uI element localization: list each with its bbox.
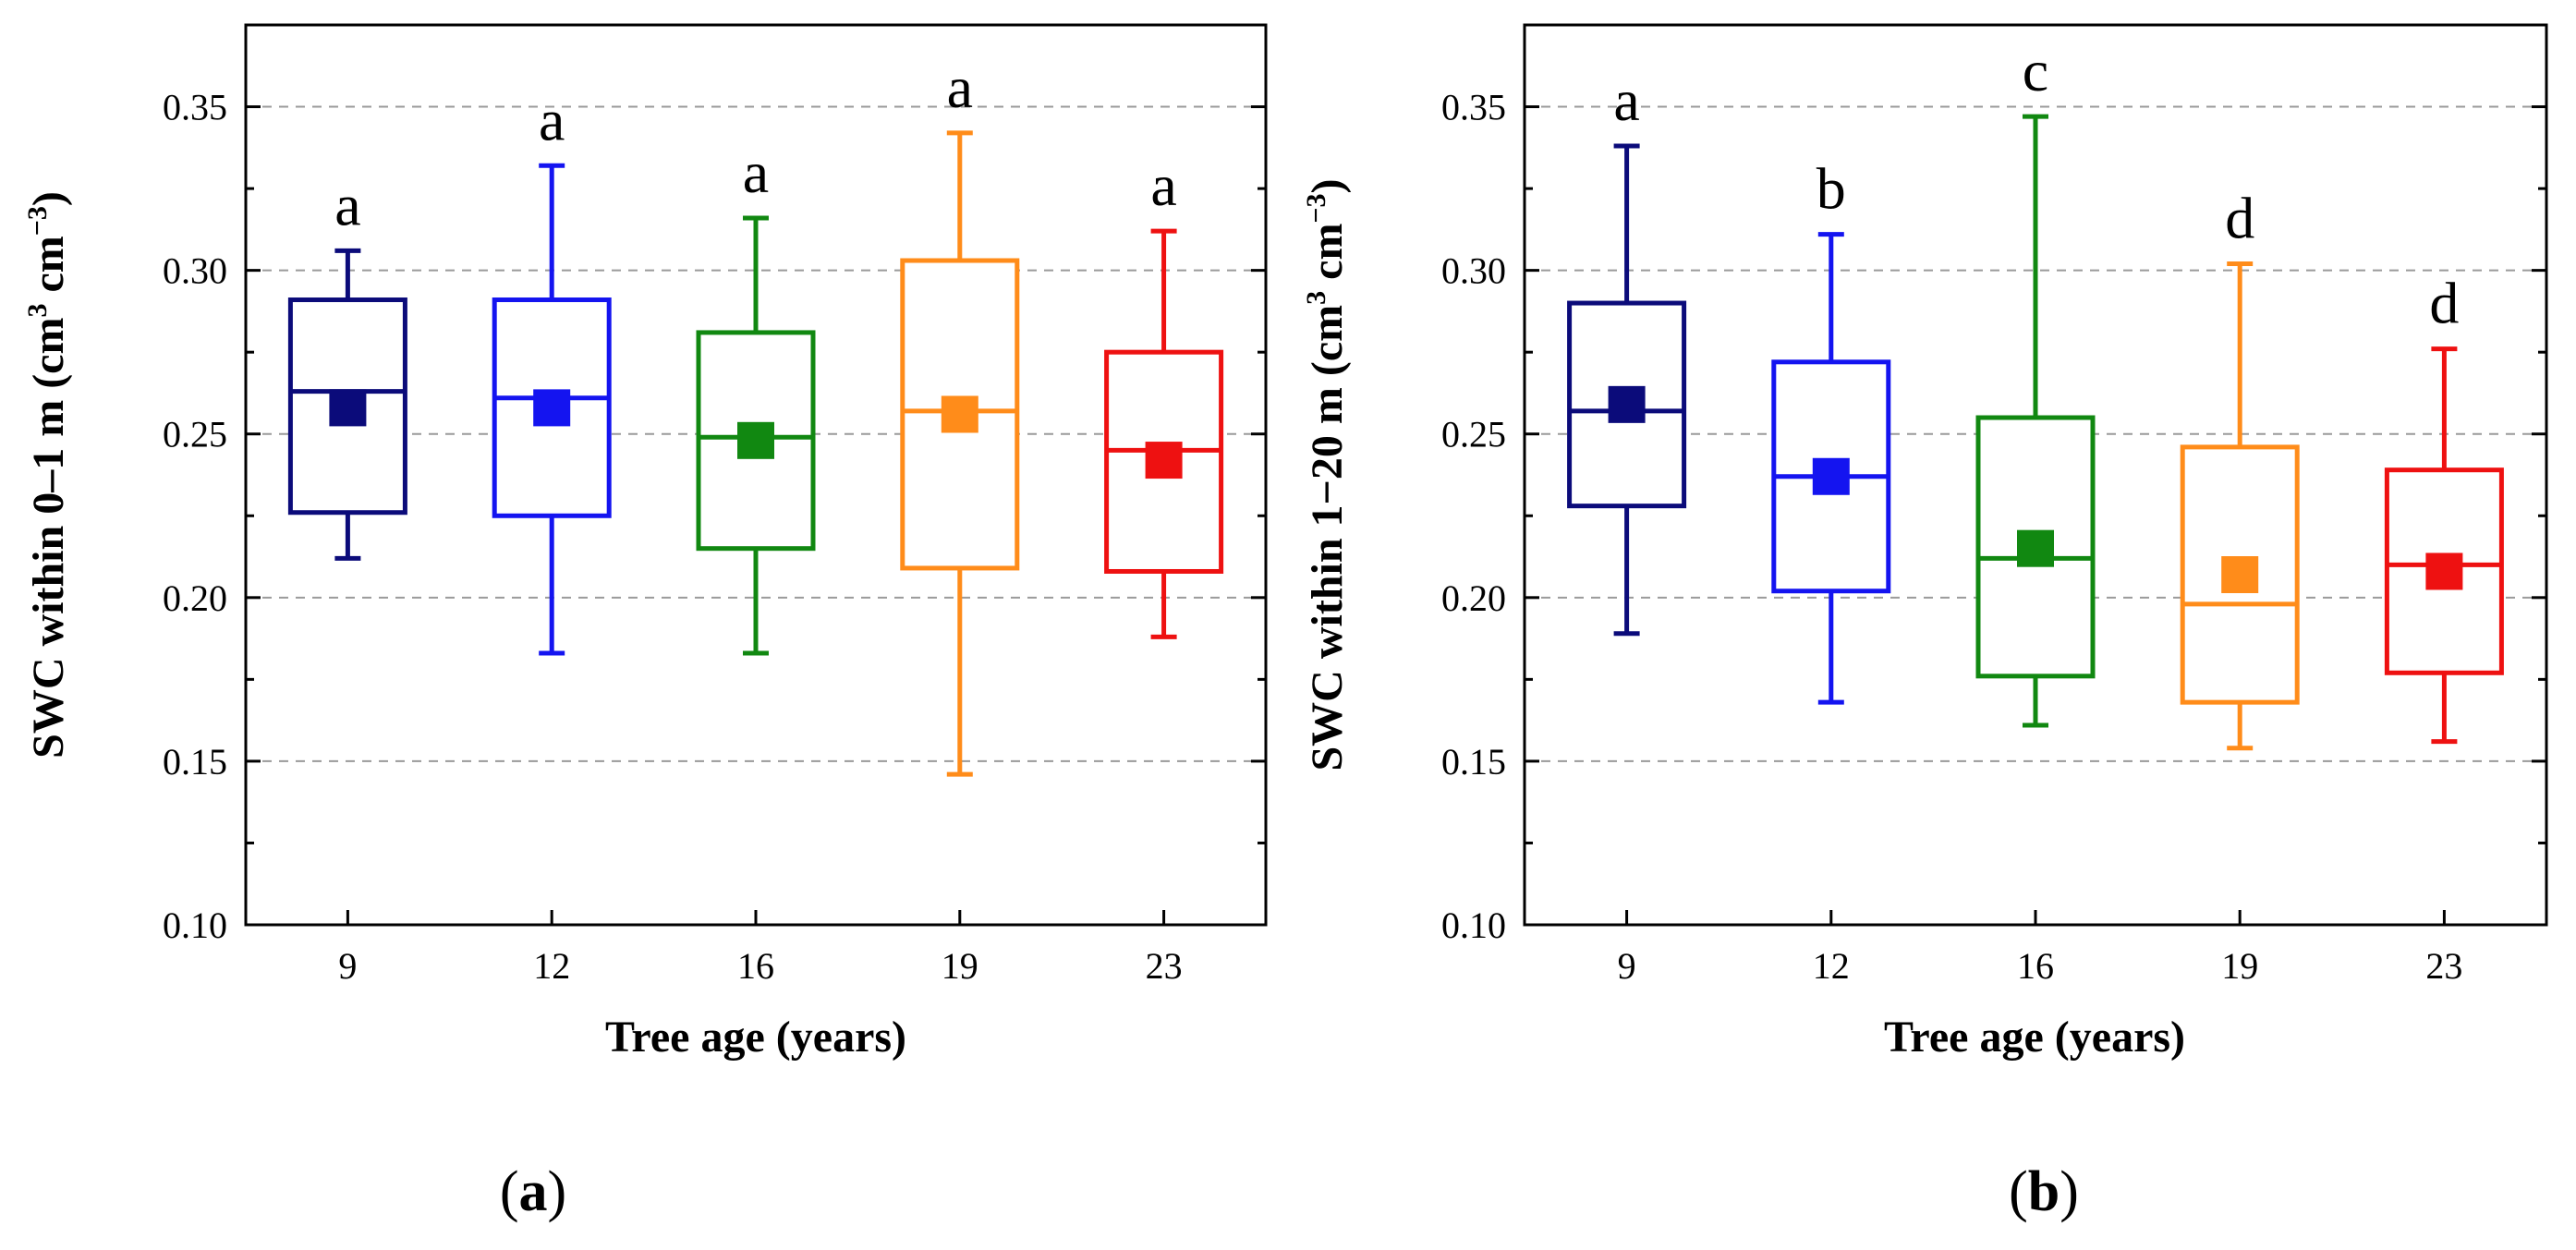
panel-label-close: ) <box>548 1160 567 1223</box>
mean-marker <box>2017 529 2054 567</box>
x-axis-label: Tree age (years) <box>1884 1013 2185 1062</box>
mean-marker <box>1608 385 1646 423</box>
panel-label: (b) <box>2009 1160 2079 1223</box>
panel-label-letter: a <box>519 1160 548 1223</box>
box-16: a <box>696 140 816 656</box>
mean-marker <box>2425 552 2463 590</box>
panel-label-open: ( <box>500 1160 519 1223</box>
x-tick-label: 9 <box>338 945 357 987</box>
y-tick-label: 0.10 <box>163 904 227 946</box>
iqr-box <box>2180 444 2300 705</box>
y-axis-label: SWC within 0–1 m (cm3 cm−3) <box>22 191 73 758</box>
y-axis-label: SWC within 1−20 m (cm3 cm−3) <box>1301 178 1352 771</box>
significance-letter: a <box>743 140 769 205</box>
significance-letter: a <box>334 172 360 237</box>
y-tick-label: 0.20 <box>1441 577 1506 619</box>
y-tick-label: 0.25 <box>1441 414 1506 455</box>
mean-marker <box>1145 442 1183 479</box>
y-tick-label: 0.15 <box>163 741 227 783</box>
y-axis-label-ylabel-sup1: 3 <box>22 304 53 318</box>
significance-letter: d <box>2429 271 2459 336</box>
y-axis-label-ylabel-sup1: 3 <box>1301 291 1331 305</box>
box-9: a <box>1567 67 1687 637</box>
panel-label-close: ) <box>2060 1160 2079 1223</box>
panel-label: (a) <box>500 1160 566 1223</box>
y-axis-label-ylabel-main: SWC within 1−20 m (cm <box>1303 305 1352 771</box>
box-9: a <box>287 172 407 561</box>
significance-letter: a <box>539 87 565 152</box>
y-tick-label: 0.30 <box>1441 250 1506 292</box>
y-tick-label: 0.20 <box>163 577 227 619</box>
panel-b: 0.10 0.15 0.20 0.25 0.30 0.35 9 12 16 19 23 a b c d d SW… <box>1301 23 2548 1223</box>
box-16: c <box>1975 38 2096 728</box>
box-12: a <box>492 87 612 656</box>
iqr-box <box>696 330 816 552</box>
y-axis-label-ylabel-sup2: −3 <box>1301 193 1331 223</box>
iqr-box <box>1975 415 2096 679</box>
y-tick-label: 0.35 <box>1441 87 1506 128</box>
box-12: b <box>1771 156 1891 705</box>
x-tick-label: 16 <box>2017 945 2054 987</box>
box-23: d <box>2384 271 2504 745</box>
mean-marker <box>737 421 774 459</box>
mean-marker <box>941 395 978 433</box>
x-tick-label: 12 <box>533 945 570 987</box>
y-tick-label: 0.30 <box>163 250 227 292</box>
y-tick-label: 0.10 <box>1441 904 1506 946</box>
mean-marker <box>533 389 571 427</box>
panel-a: 0.10 0.15 0.20 0.25 0.30 0.35 9 12 16 19 23 a a a a a SW… <box>22 23 1268 1223</box>
x-tick-label: 23 <box>1146 945 1183 987</box>
y-axis-label-ylabel-sup2: −3 <box>22 206 53 236</box>
panel-label-open: ( <box>2009 1160 2028 1223</box>
significance-letter: b <box>1817 156 1846 222</box>
y-axis-label-ylabel-end: ) <box>24 191 73 206</box>
x-tick-label: 12 <box>1813 945 1850 987</box>
significance-letter: a <box>947 55 973 120</box>
y-axis-label-ylabel-main: SWC within 0–1 m (cm <box>24 318 73 758</box>
x-tick-label: 19 <box>942 945 978 987</box>
x-tick-label: 19 <box>2221 945 2258 987</box>
mean-marker <box>2221 556 2259 594</box>
box-19: a <box>900 55 1020 777</box>
mean-marker <box>1812 457 1850 495</box>
x-tick-label: 16 <box>737 945 774 987</box>
box-19: d <box>2180 186 2300 751</box>
y-tick-label: 0.15 <box>1441 741 1506 783</box>
significance-letter: a <box>1150 152 1176 218</box>
mean-marker <box>329 389 367 427</box>
y-axis-label-ylabel-end: ) <box>1303 178 1352 193</box>
panel-label-letter: b <box>2028 1160 2060 1223</box>
box-23: a <box>1104 152 1224 639</box>
y-tick-label: 0.25 <box>163 414 227 455</box>
significance-letter: a <box>1613 67 1639 133</box>
x-tick-label: 23 <box>2425 945 2462 987</box>
y-axis-label-ylabel-mid: cm <box>1303 224 1352 291</box>
y-axis-label-ylabel-mid: cm <box>24 236 73 303</box>
significance-letter: c <box>2023 38 2048 103</box>
significance-letter: d <box>2225 186 2254 251</box>
y-tick-label: 0.35 <box>163 87 227 128</box>
x-axis-label: Tree age (years) <box>605 1013 906 1062</box>
x-tick-label: 9 <box>1618 945 1636 987</box>
